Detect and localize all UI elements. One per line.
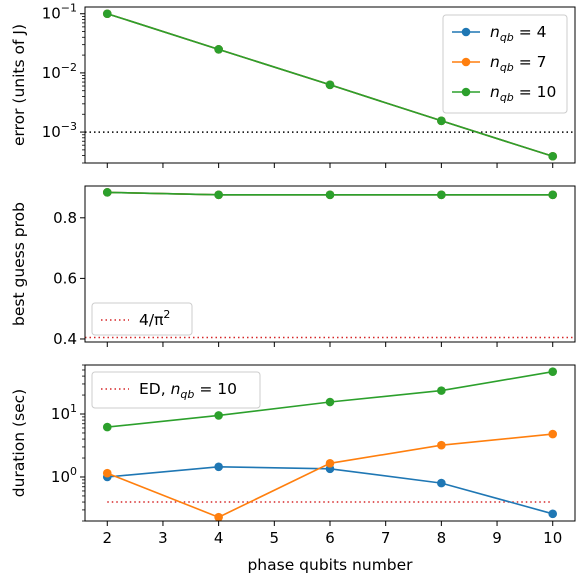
y-tick-label: 100 <box>51 465 77 486</box>
data-point-nqb10 <box>214 45 223 54</box>
legend-marker <box>461 57 471 67</box>
data-point-nqb7 <box>325 458 335 468</box>
data-point-nqb7 <box>102 468 112 478</box>
data-point-nqb4 <box>214 462 223 472</box>
legend-label: nqb = 7 <box>490 53 547 74</box>
error-ylabel: error (units of J) <box>10 24 28 146</box>
data-point-nqb10 <box>325 190 335 200</box>
best-guess-plot-layer: 0.4 0.6 0.8 <box>53 188 575 348</box>
x-tick-label: 5 <box>270 529 280 547</box>
x-tick-label: 10 <box>543 529 562 547</box>
data-point-nqb10 <box>102 422 112 432</box>
duration-legend: ED, nqb = 10 <box>91 371 261 409</box>
data-point-nqb10 <box>548 367 558 376</box>
legend-label: 4/π2 <box>139 308 170 329</box>
y-tick-label: 101 <box>51 402 77 423</box>
error-legend: nqb = 4 nqb = 7 nqb = 10 <box>442 14 568 114</box>
error-plot-layer: 10−3 10−2 10−1 <box>42 2 575 168</box>
data-point-nqb10 <box>325 80 335 90</box>
data-point-nqb4 <box>548 509 558 519</box>
duration-ylabel: duration (sec) <box>10 389 28 497</box>
x-tick-label: 6 <box>325 529 335 547</box>
x-tick-label: 2 <box>102 529 112 547</box>
duration-xlabel: phase qubits number <box>247 556 413 574</box>
data-point-nqb7 <box>214 512 223 522</box>
x-tick-label: 4 <box>214 529 224 547</box>
x-tick-label: 9 <box>492 529 502 547</box>
duration-panel: 2 3 4 5 6 7 8 9 10 100 101 ED, nqb = 10 duration (… <box>10 364 576 574</box>
best-guess-axes-frame <box>84 185 576 343</box>
y-tick-label: 0.4 <box>53 330 77 348</box>
x-tick-label: 7 <box>381 529 391 547</box>
x-tick-label: 8 <box>437 529 447 547</box>
legend-label: nqb = 10 <box>490 83 556 104</box>
legend-marker <box>461 87 471 97</box>
y-tick-label: 10−2 <box>42 61 77 82</box>
data-point-nqb7 <box>548 429 558 439</box>
legend-box <box>442 14 568 114</box>
x-tick-label: 3 <box>158 529 168 547</box>
y-tick-label: 0.8 <box>53 209 77 227</box>
data-point-nqb7 <box>437 440 446 450</box>
data-point-nqb10 <box>214 411 223 420</box>
best-guess-legend: 4/π2 <box>91 302 193 336</box>
error-axes-frame <box>84 6 576 164</box>
legend-label: nqb = 4 <box>490 23 547 44</box>
y-tick-label: 0.6 <box>53 269 77 287</box>
best-guess-panel: 0.4 0.6 0.8 4/π2 best guess prob <box>10 185 576 348</box>
data-point-nqb10 <box>548 151 558 161</box>
data-point-nqb4 <box>437 478 446 488</box>
data-point-nqb10 <box>437 190 446 200</box>
legend-marker <box>461 27 471 37</box>
data-point-nqb10 <box>437 386 446 395</box>
best-guess-ylabel: best guess prob <box>10 202 28 326</box>
y-tick-label: 10−3 <box>42 120 77 141</box>
legend-box <box>91 371 261 409</box>
data-point-nqb10 <box>325 397 335 407</box>
duration-axes-frame <box>84 364 576 522</box>
error-panel: 10−3 10−2 10−1 nqb = 4 nqb = 7 nqb = 10 erro… <box>10 2 576 168</box>
y-tick-label: 10−1 <box>42 2 77 23</box>
legend-box <box>91 302 193 336</box>
data-point-nqb10 <box>548 190 558 200</box>
data-point-nqb10 <box>102 188 112 197</box>
data-point-nqb10 <box>102 9 112 19</box>
data-point-nqb10 <box>437 116 446 126</box>
legend-label: ED, nqb = 10 <box>139 380 237 401</box>
data-point-nqb10 <box>214 190 223 200</box>
